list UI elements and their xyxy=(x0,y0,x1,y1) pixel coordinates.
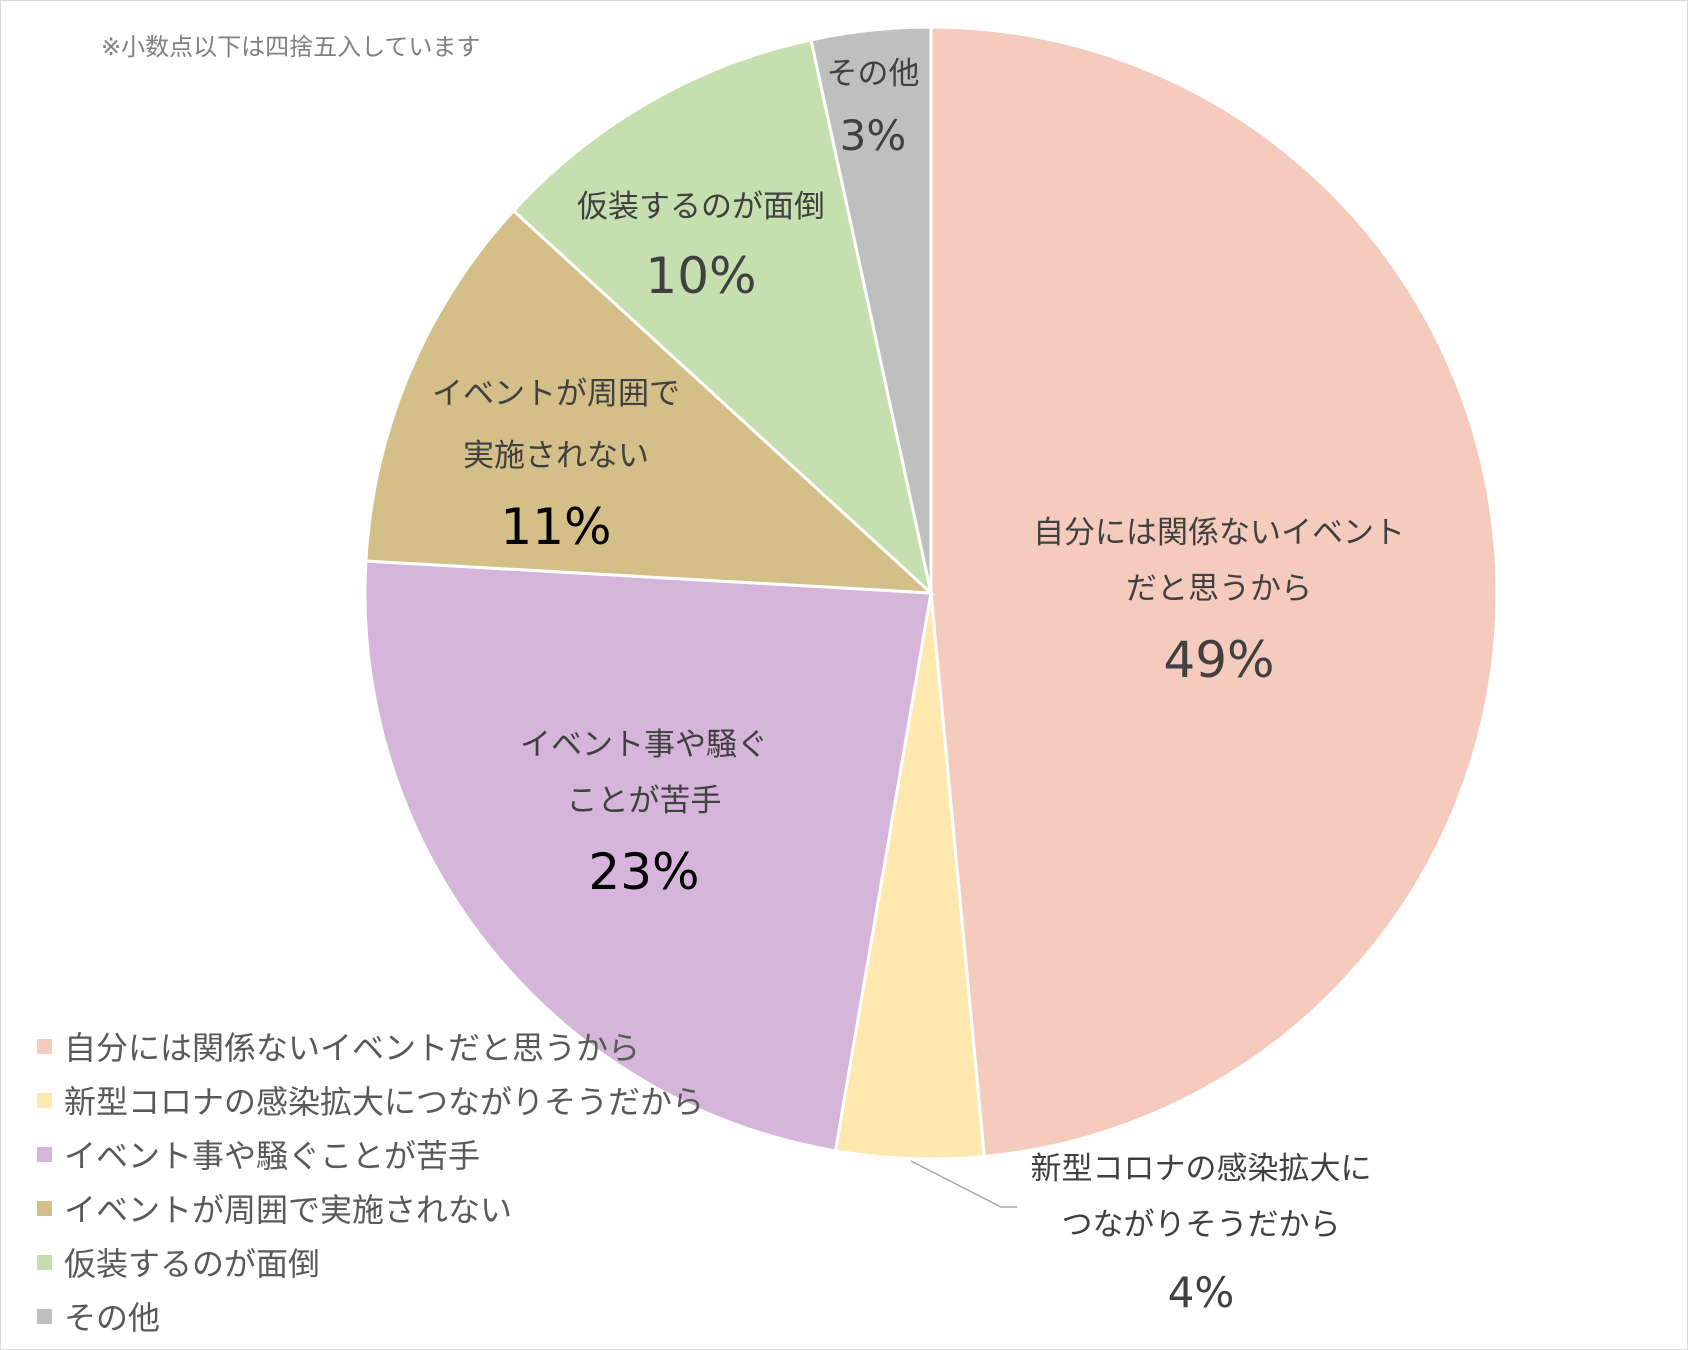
pie-slice-6 xyxy=(809,25,933,594)
pie-slice-5 xyxy=(511,38,934,598)
pie-slice-1 xyxy=(929,25,1499,1159)
slice-category-label: イベントが周囲で xyxy=(432,376,680,412)
legend-label: イベント事や騒ぐことが苦手 xyxy=(64,1137,481,1175)
legend-item-3: イベント事や騒ぐことが苦手 xyxy=(37,1127,704,1181)
slice-category-label: つながりそうだから xyxy=(1062,1207,1341,1243)
legend-swatch xyxy=(37,1092,52,1108)
legend-swatch xyxy=(37,1200,52,1216)
legend-swatch xyxy=(37,1254,52,1270)
slice-percent-label: 49% xyxy=(1163,631,1274,689)
slice-category-label: 実施されない xyxy=(463,438,649,474)
slice-percent-label: 3% xyxy=(840,111,907,160)
legend: 自分には関係ないイベントだと思うから新型コロナの感染拡大につながりそうだから イベ… xyxy=(37,1019,704,1343)
slice-category-label: 自分には関係ないイベント xyxy=(1033,515,1405,551)
legend-item-1: 自分には関係ないイベントだと思うから xyxy=(37,1019,704,1073)
legend-label: その他 xyxy=(64,1299,161,1337)
slice-category-label: 仮装するのが面倒 xyxy=(577,189,825,225)
slice-label-1: 自分には関係ないイベントだと思うから 49% xyxy=(1033,515,1405,689)
slice-label-3: イベント事や騒ぐことが苦手 23% xyxy=(520,727,768,901)
slice-category-label: イベント事や騒ぐ xyxy=(520,727,768,763)
legend-item-6: その他 xyxy=(37,1289,704,1343)
legend-swatch xyxy=(37,1146,52,1162)
slice-percent-label: 23% xyxy=(588,843,699,901)
slice-label-6: その他 3% xyxy=(827,56,920,160)
slice-category-label: だと思うから xyxy=(1126,571,1312,607)
slice-label-2: 新型コロナの感染拡大につながりそうだから 4% xyxy=(1031,1151,1372,1317)
slice-label-4: イベントが周囲で実施されない 11% xyxy=(432,376,680,556)
slice-percent-label: 4% xyxy=(1168,1268,1235,1317)
legend-swatch xyxy=(37,1038,52,1054)
legend-label: 新型コロナの感染拡大につながりそうだから xyxy=(64,1083,705,1121)
legend-label: イベントが周囲で実施されない xyxy=(64,1191,513,1229)
pie-slice-3 xyxy=(363,559,933,1153)
slice-percent-label: 10% xyxy=(645,247,756,305)
slice-label-5: 仮装するのが面倒 10% xyxy=(577,189,825,305)
legend-label: 自分には関係ないイベントだと思うから xyxy=(64,1029,641,1067)
leader-line xyxy=(910,1160,1017,1208)
slice-category-label: ことが苦手 xyxy=(567,783,722,819)
slice-category-label: その他 xyxy=(827,56,920,92)
slice-category-label: 新型コロナの感染拡大に xyxy=(1031,1151,1372,1187)
legend-item-5: 仮装するのが面倒 xyxy=(37,1235,704,1289)
legend-swatch xyxy=(37,1308,52,1324)
legend-label: 仮装するのが面倒 xyxy=(64,1245,321,1283)
legend-item-4: イベントが周囲で実施されない xyxy=(37,1181,704,1235)
pie-slice-4 xyxy=(364,208,936,595)
slice-percent-label: 11% xyxy=(500,498,611,556)
legend-item-2: 新型コロナの感染拡大につながりそうだから xyxy=(37,1073,704,1127)
rounding-note: ※小数点以下は四捨五入しています xyxy=(101,33,481,61)
